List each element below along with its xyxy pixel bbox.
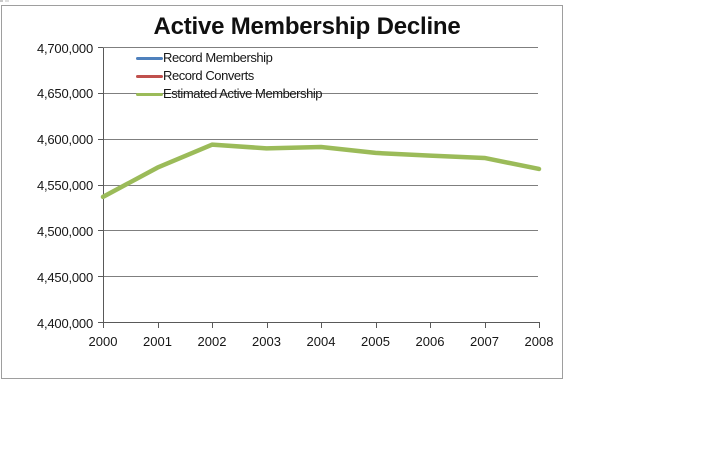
y-tick [98,276,103,278]
x-tick [321,323,322,328]
x-axis-label: 2006 [415,333,445,349]
y-axis-label: 4,650,000 [36,86,93,102]
y-axis-label: 4,600,000 [36,132,93,148]
chart-title: Active Membership Decline [153,13,461,40]
x-tick [484,323,486,328]
y-gridline [103,138,538,140]
y-tick [98,184,103,186]
x-axis-label: 2008 [524,333,554,349]
series-lines [100,142,542,200]
x-tick [375,323,377,328]
y-axis-label: 4,450,000 [36,269,93,285]
screen-artifact [0,0,3,2]
x-axis-label: 2001 [143,333,172,349]
y-gridline [103,276,538,278]
x-tick [539,323,540,328]
x-axis-label: 2005 [361,333,390,349]
screen-artifact [5,0,9,2]
x-axis-label: 2000 [88,333,118,349]
x-axis-label: 2004 [306,333,336,349]
x-tick [430,323,431,328]
x-tick [212,323,213,328]
y-axis-label: 4,550,000 [36,178,93,193]
legend-label: Record Membership [163,49,273,65]
x-axis-label: 2002 [197,333,227,349]
y-tick [98,322,103,323]
y-axis-label: 4,700,000 [36,40,93,56]
y-gridline [103,92,538,94]
legend-label: Record Converts [163,67,254,83]
y-tick [98,92,103,94]
y-axis-label: 4,500,000 [36,223,93,239]
legend-swatch-estimated-active-membership [136,92,163,96]
x-axis [103,322,540,323]
x-axis-label: 2003 [252,333,281,349]
legend-label: Estimated Active Membership [163,85,323,101]
y-tick [98,230,103,232]
x-axis-label: 2007 [470,333,499,349]
x-tick [266,323,268,328]
y-axis-label: 4,400,000 [36,315,93,331]
y-axis [103,47,104,324]
x-tick [157,323,159,328]
y-gridline [103,230,538,232]
y-gridline [103,184,538,186]
series-line-estimated-active-membership [100,142,542,200]
chart-frame: Active Membership Decline 4,700,000 4,650… [1,5,563,379]
y-tick [98,47,103,48]
y-tick [98,138,103,140]
x-tick [103,323,104,328]
legend-swatch-record-converts [136,74,163,78]
y-gridline [103,47,538,48]
legend-swatch-record-membership [136,56,163,60]
